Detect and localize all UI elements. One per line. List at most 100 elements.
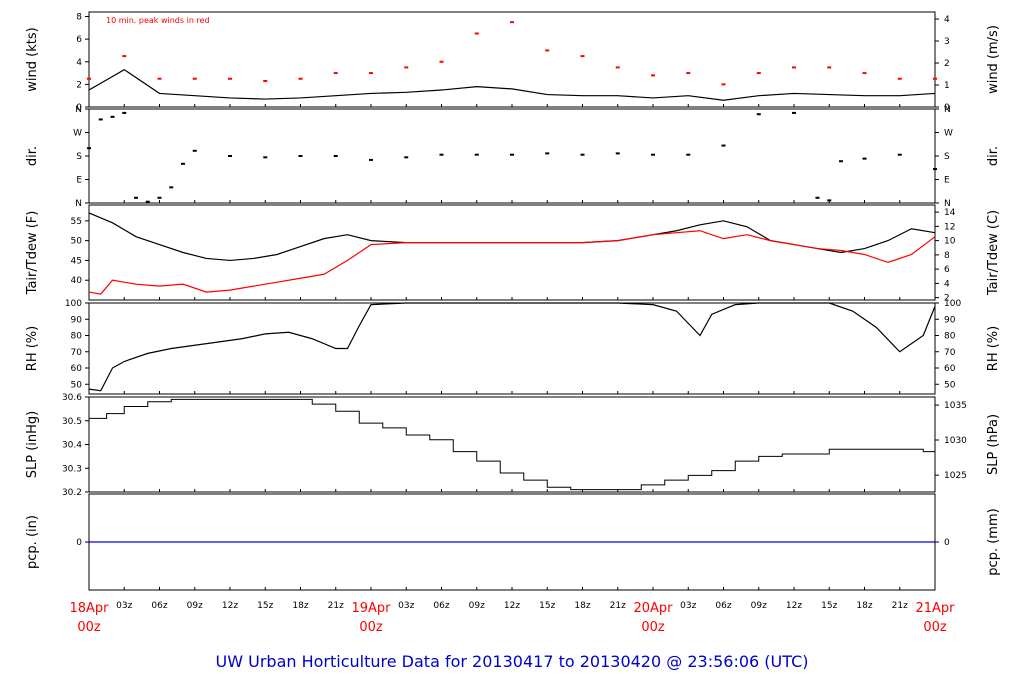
y-tick-label-right: 2 — [944, 294, 950, 304]
y-axis-label-right: SLP (hPa) — [986, 414, 1001, 475]
chart-footer-title: UW Urban Horticulture Data for 20130417 … — [216, 652, 809, 671]
series-line — [88, 212, 936, 262]
data-point — [110, 115, 115, 118]
x-hour-label: 03z — [680, 601, 696, 611]
y-tick-label-right: 1025 — [944, 471, 967, 481]
y-tick-label-right: 4 — [944, 15, 950, 25]
precipitation-panel: 0 0 pcp. (in) pcp. (mm) — [25, 493, 1001, 591]
y-tick-label-right: 8 — [944, 251, 950, 261]
data-point — [474, 153, 479, 156]
y-tick-label-left: 30.3 — [62, 464, 82, 474]
data-point — [827, 66, 832, 69]
y-tick-label-left: 30.4 — [62, 441, 82, 451]
series-points — [87, 21, 937, 86]
temperature-frame — [88, 204, 936, 301]
x-hour-label: 12z — [786, 601, 802, 611]
x-hour-label: 03z — [116, 601, 132, 611]
data-point — [897, 77, 902, 80]
data-point — [122, 55, 127, 58]
y-axis-label-right: dir. — [986, 146, 1001, 166]
y-tick-label-left: 55 — [71, 217, 82, 227]
y-tick-label-right: 70 — [944, 348, 956, 358]
data-point — [87, 147, 91, 150]
y-tick-label-left: N — [75, 199, 82, 209]
data-point — [404, 66, 409, 69]
data-point — [792, 66, 796, 69]
y-tick-label-left: 30.6 — [62, 393, 82, 403]
data-point — [615, 152, 620, 155]
y-tick-label-right: 14 — [944, 208, 956, 218]
y-tick-label-left: 8 — [76, 13, 82, 23]
y-tick-label-right: 1035 — [944, 401, 967, 411]
y-tick-label-left: 0 — [76, 538, 82, 548]
data-point — [169, 186, 174, 189]
x-hour-label: 15z — [539, 601, 555, 611]
y-tick-label-right: W — [944, 129, 953, 139]
x-hour-label: 18z — [574, 601, 590, 611]
y-axis-label-left: Tair/Tdew (F) — [25, 211, 40, 296]
data-point — [263, 79, 268, 82]
data-point — [580, 153, 585, 156]
y-tick-label-right: 4 — [944, 279, 950, 289]
data-point — [510, 21, 514, 24]
data-point — [827, 199, 832, 202]
y-tick-label-left: N — [75, 105, 82, 115]
x-axis: 03z 06z 09z 12z 15z 18z 21z 03z 06z 09z 12z 15z 18z 2… — [69, 601, 955, 635]
x-day-label: 19Apr — [351, 601, 391, 616]
series-line — [89, 398, 936, 491]
y-tick-label-left: 30.5 — [62, 417, 82, 427]
y-axis-label-left: wind (kts) — [25, 27, 40, 91]
y-tick-label-right: 60 — [944, 364, 956, 374]
y-tick-label-left: 2 — [76, 80, 82, 90]
data-point — [756, 113, 761, 116]
x-day-label: 18Apr — [69, 601, 109, 616]
pressure-frame — [88, 396, 936, 493]
y-tick-label-left: 40 — [71, 276, 83, 286]
data-point — [792, 111, 796, 114]
data-point — [157, 77, 162, 80]
wind-panel: 0 2 4 6 8 0 1 2 3 4 wind (kts) wind (m/s) 10 min. pe… — [25, 11, 1001, 113]
series-line — [88, 230, 936, 295]
data-point — [721, 144, 726, 147]
data-point — [122, 111, 127, 114]
data-point — [145, 200, 150, 203]
x-day-hour-label: 00z — [77, 620, 101, 635]
y-tick-label-right: 6 — [944, 265, 950, 275]
data-point — [263, 156, 268, 159]
y-tick-label-right: 1 — [944, 81, 950, 91]
data-point — [474, 32, 479, 35]
data-point — [897, 153, 902, 156]
data-point — [134, 196, 138, 199]
y-tick-label-right: 1030 — [944, 436, 967, 446]
x-hour-label: 12z — [222, 601, 238, 611]
y-axis-label-right: pcp. (mm) — [986, 508, 1001, 575]
y-tick-label-left: 60 — [71, 364, 83, 374]
data-point — [192, 77, 197, 80]
data-point — [510, 153, 514, 156]
data-point — [369, 158, 373, 161]
y-tick-label-left: 45 — [71, 256, 82, 266]
x-hour-label: 15z — [821, 601, 837, 611]
x-hour-label: 12z — [504, 601, 520, 611]
data-point — [580, 55, 585, 58]
data-point — [298, 155, 303, 157]
y-tick-label-left: 6 — [76, 35, 82, 45]
panel-annotation: 10 min. peak winds in red — [106, 16, 210, 25]
data-point — [228, 155, 232, 157]
y-axis-label-left: SLP (inHg) — [25, 411, 40, 479]
x-hour-label: 06z — [715, 601, 731, 611]
y-tick-label-left: 50 — [71, 237, 83, 247]
y-axis-label-left: pcp. (in) — [25, 515, 40, 569]
data-point — [298, 77, 303, 80]
data-point — [686, 72, 691, 75]
y-tick-label-left: 50 — [71, 380, 83, 390]
direction-frame — [88, 108, 936, 204]
data-point — [404, 156, 409, 159]
y-axis-label-left: RH (%) — [25, 326, 40, 371]
y-tick-label-left: S — [76, 152, 82, 162]
y-tick-label-left: 90 — [71, 315, 83, 325]
data-point — [651, 153, 655, 156]
data-point — [333, 72, 338, 75]
